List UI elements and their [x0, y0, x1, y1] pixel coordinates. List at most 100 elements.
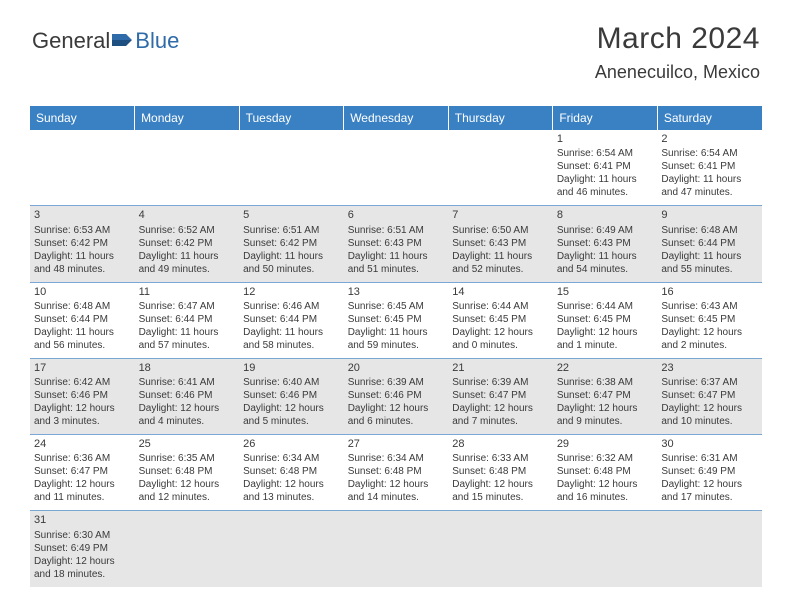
cell-text: Sunrise: 6:32 AM: [557, 452, 654, 465]
cell-text: Sunrise: 6:37 AM: [661, 376, 758, 389]
cell-text: Daylight: 11 hours: [557, 250, 654, 263]
day-number: 1: [557, 132, 654, 146]
calendar-cell: [448, 130, 553, 206]
cell-text: Daylight: 11 hours: [34, 250, 131, 263]
header-right: March 2024 Anenecuilco, Mexico: [595, 22, 760, 83]
cell-text: and 47 minutes.: [661, 186, 758, 199]
cell-text: Daylight: 12 hours: [34, 402, 131, 415]
day-number: 26: [243, 437, 340, 451]
day-number: 24: [34, 437, 131, 451]
day-number: 10: [34, 285, 131, 299]
calendar-cell: 7Sunrise: 6:50 AMSunset: 6:43 PMDaylight…: [448, 206, 553, 282]
cell-text: Sunrise: 6:30 AM: [34, 529, 131, 542]
cell-text: Sunrise: 6:47 AM: [139, 300, 236, 313]
cell-text: Sunset: 6:49 PM: [34, 542, 131, 555]
cell-text: Sunrise: 6:36 AM: [34, 452, 131, 465]
cell-text: Sunset: 6:46 PM: [139, 389, 236, 402]
calendar-cell: 21Sunrise: 6:39 AMSunset: 6:47 PMDayligh…: [448, 358, 553, 434]
cell-text: Sunset: 6:45 PM: [661, 313, 758, 326]
cell-text: and 15 minutes.: [452, 491, 549, 504]
cell-text: Daylight: 12 hours: [452, 402, 549, 415]
calendar-cell: [448, 511, 553, 587]
cell-text: and 59 minutes.: [348, 339, 445, 352]
cell-text: Sunrise: 6:49 AM: [557, 224, 654, 237]
calendar-cell: 17Sunrise: 6:42 AMSunset: 6:46 PMDayligh…: [30, 358, 135, 434]
calendar-cell: [344, 130, 449, 206]
cell-text: Sunset: 6:45 PM: [557, 313, 654, 326]
cell-text: and 54 minutes.: [557, 263, 654, 276]
cell-text: Daylight: 12 hours: [557, 326, 654, 339]
calendar-row: 17Sunrise: 6:42 AMSunset: 6:46 PMDayligh…: [30, 358, 762, 434]
calendar-cell: [30, 130, 135, 206]
cell-text: Sunset: 6:46 PM: [34, 389, 131, 402]
calendar-cell: 8Sunrise: 6:49 AMSunset: 6:43 PMDaylight…: [553, 206, 658, 282]
cell-text: Daylight: 12 hours: [348, 478, 445, 491]
day-number: 8: [557, 208, 654, 222]
cell-text: Sunrise: 6:54 AM: [661, 147, 758, 160]
cell-text: Sunset: 6:46 PM: [243, 389, 340, 402]
cell-text: Daylight: 12 hours: [34, 555, 131, 568]
day-number: 30: [661, 437, 758, 451]
day-number: 12: [243, 285, 340, 299]
day-number: 23: [661, 361, 758, 375]
weekday-header: Thursday: [448, 106, 553, 130]
cell-text: and 49 minutes.: [139, 263, 236, 276]
calendar-row: 31Sunrise: 6:30 AMSunset: 6:49 PMDayligh…: [30, 511, 762, 587]
calendar-cell: 5Sunrise: 6:51 AMSunset: 6:42 PMDaylight…: [239, 206, 344, 282]
calendar-cell: 2Sunrise: 6:54 AMSunset: 6:41 PMDaylight…: [657, 130, 762, 206]
weekday-header: Saturday: [657, 106, 762, 130]
weekday-header: Friday: [553, 106, 658, 130]
cell-text: Daylight: 11 hours: [557, 173, 654, 186]
calendar-cell: [135, 130, 240, 206]
cell-text: Daylight: 12 hours: [243, 478, 340, 491]
day-number: 14: [452, 285, 549, 299]
day-number: 20: [348, 361, 445, 375]
cell-text: Daylight: 11 hours: [34, 326, 131, 339]
cell-text: Sunset: 6:41 PM: [661, 160, 758, 173]
cell-text: Sunrise: 6:40 AM: [243, 376, 340, 389]
calendar-cell: [239, 130, 344, 206]
cell-text: and 13 minutes.: [243, 491, 340, 504]
cell-text: Daylight: 11 hours: [243, 326, 340, 339]
cell-text: Daylight: 12 hours: [139, 478, 236, 491]
cell-text: and 6 minutes.: [348, 415, 445, 428]
cell-text: Daylight: 11 hours: [348, 250, 445, 263]
day-number: 5: [243, 208, 340, 222]
calendar-cell: 29Sunrise: 6:32 AMSunset: 6:48 PMDayligh…: [553, 435, 658, 511]
calendar-cell: 13Sunrise: 6:45 AMSunset: 6:45 PMDayligh…: [344, 282, 449, 358]
cell-text: Daylight: 11 hours: [661, 173, 758, 186]
cell-text: Sunset: 6:42 PM: [139, 237, 236, 250]
cell-text: and 0 minutes.: [452, 339, 549, 352]
day-number: 21: [452, 361, 549, 375]
day-number: 13: [348, 285, 445, 299]
day-number: 19: [243, 361, 340, 375]
cell-text: and 48 minutes.: [34, 263, 131, 276]
cell-text: and 56 minutes.: [34, 339, 131, 352]
calendar-cell: 3Sunrise: 6:53 AMSunset: 6:42 PMDaylight…: [30, 206, 135, 282]
cell-text: Sunset: 6:47 PM: [557, 389, 654, 402]
calendar-cell: [553, 511, 658, 587]
cell-text: and 51 minutes.: [348, 263, 445, 276]
weekday-header: Monday: [135, 106, 240, 130]
cell-text: Sunset: 6:48 PM: [452, 465, 549, 478]
calendar-cell: 14Sunrise: 6:44 AMSunset: 6:45 PMDayligh…: [448, 282, 553, 358]
cell-text: and 10 minutes.: [661, 415, 758, 428]
cell-text: Sunset: 6:47 PM: [34, 465, 131, 478]
cell-text: Sunrise: 6:46 AM: [243, 300, 340, 313]
cell-text: and 12 minutes.: [139, 491, 236, 504]
cell-text: Sunset: 6:43 PM: [348, 237, 445, 250]
calendar-row: 3Sunrise: 6:53 AMSunset: 6:42 PMDaylight…: [30, 206, 762, 282]
cell-text: Sunrise: 6:43 AM: [661, 300, 758, 313]
calendar-cell: 28Sunrise: 6:33 AMSunset: 6:48 PMDayligh…: [448, 435, 553, 511]
cell-text: Daylight: 12 hours: [452, 326, 549, 339]
cell-text: Sunrise: 6:51 AM: [348, 224, 445, 237]
calendar-cell: 22Sunrise: 6:38 AMSunset: 6:47 PMDayligh…: [553, 358, 658, 434]
cell-text: Daylight: 12 hours: [348, 402, 445, 415]
day-number: 28: [452, 437, 549, 451]
calendar-cell: [239, 511, 344, 587]
cell-text: and 11 minutes.: [34, 491, 131, 504]
cell-text: Sunrise: 6:35 AM: [139, 452, 236, 465]
cell-text: and 9 minutes.: [557, 415, 654, 428]
calendar-cell: 27Sunrise: 6:34 AMSunset: 6:48 PMDayligh…: [344, 435, 449, 511]
cell-text: Sunrise: 6:54 AM: [557, 147, 654, 160]
